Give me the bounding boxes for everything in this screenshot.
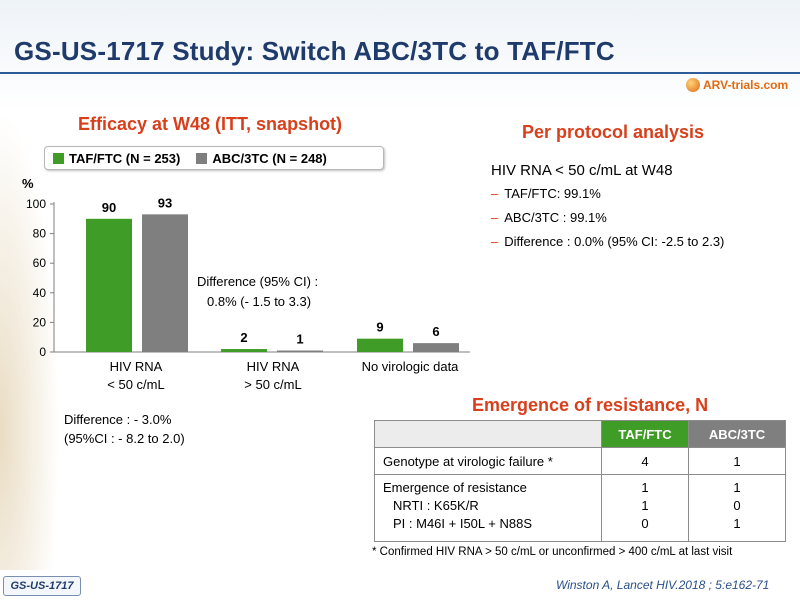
logo-icon [686,78,700,92]
bar-abc [277,350,323,352]
cell-abc: 1 0 1 [688,474,786,542]
slide-title: GS-US-1717 Study: Switch ABC/3TC to TAF/… [14,36,615,66]
y-axis-label: % [22,176,34,191]
bar-value-label: 90 [102,200,116,215]
logo-text: ARV-trials.com [703,78,789,92]
study-badge: GS-US-1717 [3,576,81,596]
row-label: Emergence of resistance NRTI : K65K/R PI… [374,474,602,542]
per-protocol-header: HIV RNA < 50 c/mL at W48 [491,162,673,179]
cell-abc: 1 [688,447,786,475]
bar-taf [357,338,403,352]
difference-below-50-text: Difference : - 3.0% (95%CI : - 8.2 to 2.… [64,410,185,448]
row-label-line: Emergence of resistance [383,480,527,495]
decorative-background [0,110,60,570]
category-label-line2: > 50 c/mL [244,377,302,392]
bar-value-label: 1 [296,332,303,347]
per-protocol-item-text: TAF/FTC: 99.1% [504,186,601,201]
row-label-line: PI : M46I + I50L + N88S [393,516,532,531]
cell-value: 1 [641,498,649,513]
efficacy-bar-chart: % 0 20 40 60 80 100 90 93 2 1 9 6 [22,176,470,359]
y-tick-label: 80 [33,227,47,241]
arv-trials-logo[interactable]: ARV-trials.com [686,78,788,92]
difference-above-50-text: Difference (95% CI) : 0.8% (- 1.5 to 3.3… [197,272,318,312]
cell-value: 1 [733,516,741,531]
legend-swatch-abc [196,152,208,164]
table-header-taf: TAF/FTC [601,420,689,448]
y-tick-label: 60 [33,256,47,270]
bar-taf [221,349,267,352]
y-tick-label: 20 [33,315,47,329]
legend-label-abc: ABC/3TC (N = 248) [212,150,327,166]
difference-line2: (95%CI : - 8.2 to 2.0) [64,431,185,446]
category-label-no-virologic-data: No virologic data [340,358,480,376]
category-label-line1: HIV RNA [246,359,300,374]
per-protocol-item-text: Difference : 0.0% (95% CI: -2.5 to 2.3) [504,234,725,249]
cell-taf: 1 1 0 [601,474,689,542]
per-protocol-item: – TAF/FTC: 99.1% [491,186,601,201]
difference-line1: Difference : - 3.0% [64,412,172,427]
dash-bullet: – [491,210,499,225]
footnote: * Confirmed HIV RNA > 50 c/mL or unconfi… [372,546,733,558]
per-protocol-item: – ABC/3TC : 99.1% [491,210,607,225]
cell-value: 1 [641,480,649,495]
y-tick-label: 40 [33,286,47,300]
category-label-rna-above-50: HIV RNA > 50 c/mL [223,358,323,394]
bar-value-label: 93 [158,195,172,210]
per-protocol-item: – Difference : 0.0% (95% CI: -2.5 to 2.3) [491,234,724,249]
y-tick-label: 100 [26,197,46,211]
difference-line1: Difference (95% CI) : [197,274,319,289]
per-protocol-item-text: ABC/3TC : 99.1% [504,210,607,225]
category-label-line1: No virologic data [361,359,459,374]
legend-item-abc: ABC/3TC (N = 248) [196,151,327,166]
table-row: Emergence of resistance NRTI : K65K/R PI… [374,474,786,542]
resistance-table: TAF/FTC ABC/3TC Genotype at virologic fa… [374,420,786,542]
citation: Winston A, Lancet HIV.2018 ; 5:e162-71 [556,578,770,592]
title-divider [0,72,800,74]
dash-bullet: – [491,186,499,201]
category-label-line2: < 50 c/mL [107,377,165,392]
dash-bullet: – [491,234,499,249]
cell-taf: 4 [601,447,689,475]
table-row: Genotype at virologic failure * 4 1 [374,447,786,475]
bar-value-label: 6 [432,324,439,339]
y-tick-label: 0 [39,345,46,359]
resistance-title: Emergence of resistance, N [472,395,709,415]
cell-value: 0 [733,498,741,513]
cell-value: 0 [641,516,649,531]
bar-taf [86,218,132,352]
bar-value-label: 2 [240,330,247,345]
per-protocol-title: Per protocol analysis [522,122,705,142]
table-header-row: TAF/FTC ABC/3TC [374,420,786,448]
difference-line2: 0.8% (- 1.5 to 3.3) [207,294,312,309]
legend-swatch-taf [53,152,64,164]
bar-value-label: 9 [376,320,383,335]
row-label: Genotype at virologic failure * [374,447,602,475]
row-label-line: NRTI : K65K/R [393,498,479,513]
bar-abc [413,343,459,352]
cell-value: 1 [733,480,741,495]
table-header-abc: ABC/3TC [688,420,786,448]
legend-label-taf: TAF/FTC (N = 253) [69,150,181,166]
legend-item-taf: TAF/FTC (N = 253) [53,151,180,166]
efficacy-title: Efficacy at W48 (ITT, snapshot) [78,114,343,134]
category-label-line1: HIV RNA [109,359,163,374]
header-background [0,0,800,110]
table-header-blank [374,420,602,448]
bar-abc [142,214,188,352]
category-label-rna-below-50: HIV RNA < 50 c/mL [86,358,186,394]
chart-legend: TAF/FTC (N = 253) ABC/3TC (N = 248) [44,146,384,170]
